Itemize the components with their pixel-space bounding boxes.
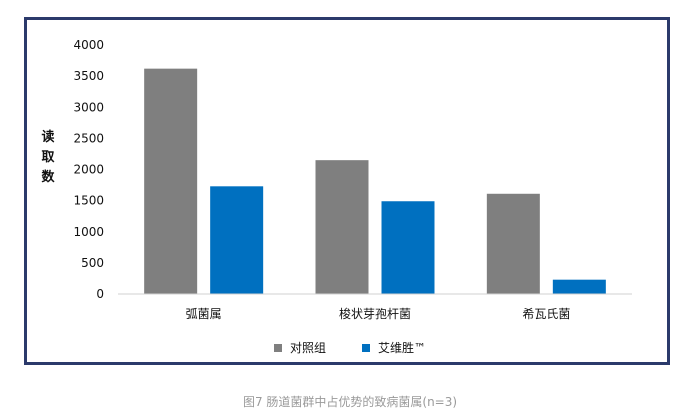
legend-swatch-control [273,343,282,352]
legend-label-control: 对照组 [289,341,326,355]
legend-label-aviance: 艾维胜™ [378,341,427,355]
figure-caption: 图7 肠道菌群中占优势的致病菌属(n=3) [242,395,458,409]
y-tick-label: 1500 [73,194,104,208]
bar-aviance-2 [552,279,606,294]
legend: 对照组 艾维胜™ [0,339,700,356]
y-tick-label: 0 [96,287,104,301]
y-axis-label: 读取数 [41,130,55,185]
y-tick-label: 2000 [73,163,104,177]
legend-swatch-aviance [362,343,370,352]
x-category-label: 希瓦氏菌 [522,306,570,321]
legend-item-aviance: 艾维胜™ [362,339,426,356]
y-tick-label: 1000 [73,225,104,239]
bar-control-2 [486,193,540,294]
bar-aviance-1 [381,201,435,294]
x-category-label: 梭状芽孢杆菌 [339,306,411,321]
y-tick-label: 3000 [73,100,104,114]
y-tick-label: 4000 [73,38,104,52]
x-category-label: 弧菌属 [186,307,222,321]
category-labels: 弧菌属 梭状芽孢杆菌 希瓦氏菌 [186,306,571,321]
bar-control-1 [315,160,369,294]
legend-item-control: 对照组 [273,339,326,356]
y-tick-label: 500 [81,256,104,270]
y-tick-label: 3500 [73,69,104,83]
y-tick-label: 2500 [73,131,104,145]
y-tick-labels: 0 500 1000 1500 2000 2500 3000 3500 4000 [73,38,104,301]
bar-aviance-0 [210,186,264,294]
bar-control-0 [144,68,198,294]
bars [144,68,606,294]
